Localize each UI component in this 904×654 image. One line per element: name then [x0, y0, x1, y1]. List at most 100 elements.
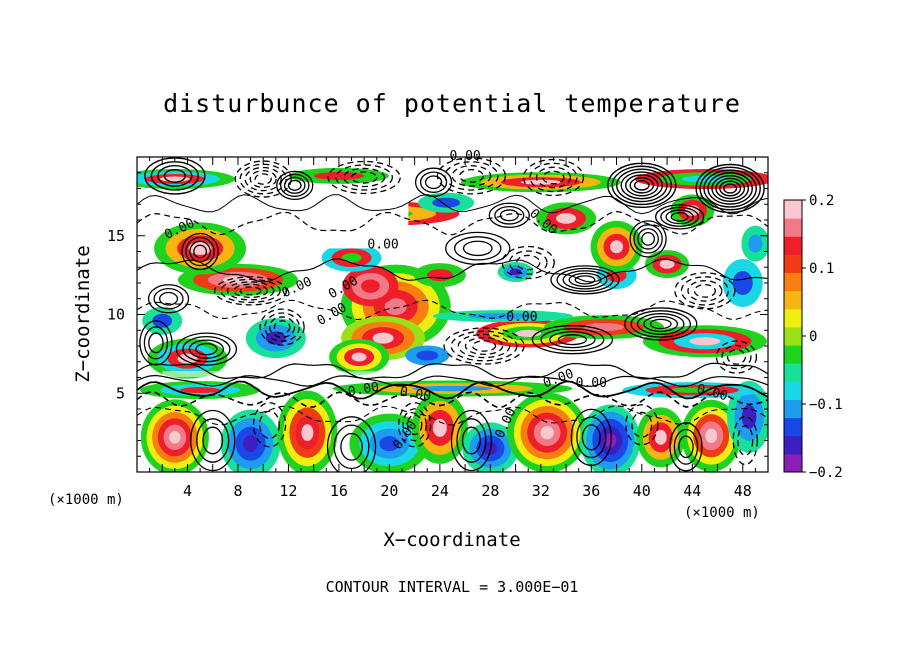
field-patch — [460, 172, 621, 193]
contour-line — [629, 220, 667, 258]
field-level — [177, 353, 198, 364]
field-level — [659, 259, 675, 269]
contour-interval-note: CONTOUR INTERVAL = 3.000E−01 — [326, 578, 579, 596]
contour-set — [443, 327, 525, 365]
contour-set — [175, 332, 238, 366]
contour-line — [680, 276, 730, 306]
contour-set — [144, 157, 206, 195]
field-level — [412, 385, 493, 392]
contour-line — [436, 157, 507, 195]
contour-line — [182, 335, 231, 363]
contour-line — [239, 163, 287, 195]
contour-line — [464, 336, 504, 356]
contour-line — [424, 175, 443, 190]
contour-label: 0.00 — [506, 310, 537, 325]
contour-line — [148, 332, 164, 354]
contour-line — [516, 254, 541, 271]
contour-line — [715, 340, 758, 374]
contour-line — [624, 307, 698, 341]
contour-line — [721, 344, 752, 370]
colorbar-swatch — [784, 290, 802, 310]
field-patch — [220, 409, 281, 472]
contour-line — [188, 339, 225, 359]
contour-line — [674, 272, 736, 310]
contour-line — [631, 411, 653, 438]
x-axis: 4 8 12 16 20 24 28 32 36 40 44 48 — [149, 157, 756, 500]
field-level — [313, 171, 364, 180]
y-tick-label: 10 — [107, 306, 125, 324]
contour-line — [719, 180, 742, 197]
contour-line — [419, 171, 448, 193]
contour-line — [244, 166, 282, 192]
x-tick-label: 32 — [532, 482, 550, 500]
field-level — [243, 435, 259, 453]
field-patch — [263, 201, 409, 249]
contour-line — [633, 180, 650, 191]
contour-line — [196, 418, 230, 463]
contour-line — [444, 161, 499, 191]
contour-line — [397, 402, 432, 448]
contour-line — [139, 320, 173, 366]
contour-line — [443, 327, 525, 365]
contour-line — [226, 281, 275, 301]
contour-line — [451, 165, 492, 187]
x-unit-label: (×1000 m) — [48, 492, 124, 508]
colorbar-swatch — [784, 417, 802, 437]
contour-line — [508, 250, 548, 275]
field-level — [583, 323, 624, 332]
field-level — [509, 268, 522, 276]
field-level — [372, 332, 394, 344]
contour-line — [264, 312, 300, 342]
contour-line — [458, 168, 484, 183]
contour-line — [350, 171, 378, 184]
contour-line — [269, 316, 296, 338]
contour-line — [450, 409, 493, 472]
colorbar-tick-label: −0.2 — [809, 465, 843, 481]
field-patch — [722, 259, 763, 307]
contour-set — [531, 325, 614, 355]
field-level — [341, 253, 362, 263]
contour-line — [529, 162, 578, 193]
contour-line — [213, 276, 288, 306]
y-axis: 5 10 15 — [107, 172, 768, 457]
contour-line — [450, 330, 518, 362]
contour-label: 0.00 — [367, 237, 398, 252]
contour-line — [637, 228, 659, 250]
field-patch — [741, 225, 768, 262]
contour-lines — [137, 157, 768, 472]
contour-set — [669, 422, 703, 472]
contour-line — [234, 160, 292, 198]
contour-line — [624, 174, 659, 197]
field-level — [301, 424, 314, 442]
contour-line — [137, 194, 768, 215]
x-tick-label: 12 — [279, 482, 297, 500]
field-patch — [681, 399, 742, 472]
contour-line — [488, 202, 530, 228]
contour-line — [531, 325, 614, 355]
colorbar-tick-label: 0.1 — [809, 261, 834, 277]
contour-line — [181, 232, 219, 271]
colorbar-swatch — [784, 272, 802, 292]
contour-line — [641, 231, 656, 246]
contour-line — [616, 168, 668, 203]
contour-line — [574, 275, 596, 285]
contour-line — [259, 410, 281, 439]
contour-line — [655, 204, 705, 230]
contour-line — [707, 172, 753, 205]
field-level — [748, 234, 763, 253]
contour-line — [693, 283, 716, 298]
field-level — [426, 269, 453, 282]
x-tick-label: 20 — [380, 482, 398, 500]
field-level — [379, 436, 400, 452]
colorbar-swatch — [784, 236, 802, 255]
field-patch — [536, 202, 597, 235]
contour-line — [249, 170, 277, 189]
y-tick-label: 15 — [107, 227, 125, 245]
contour-line — [699, 166, 761, 211]
field-level — [188, 241, 212, 255]
colorbar-swatch — [784, 453, 802, 473]
chart-title: disturbunce of potential temperature — [163, 89, 741, 118]
contour-line — [562, 270, 608, 290]
contour-line — [715, 177, 746, 200]
field-level — [361, 279, 380, 293]
